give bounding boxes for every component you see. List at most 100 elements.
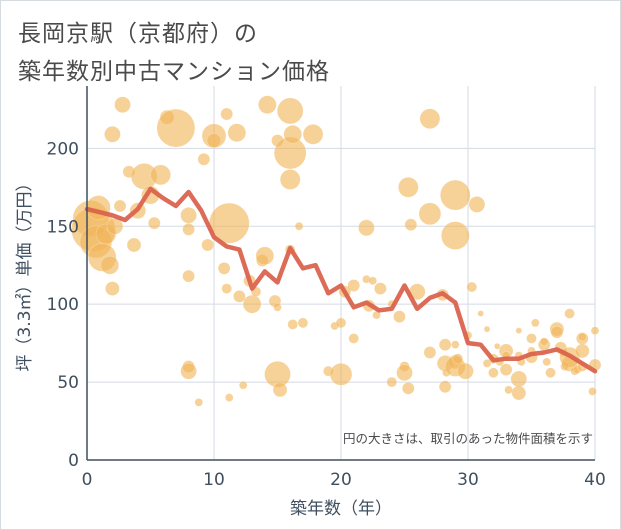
bubble-point (419, 108, 441, 130)
bubble-point (221, 283, 232, 294)
bubble-point (545, 367, 556, 379)
bubble-point (550, 325, 564, 339)
bubble-point (396, 364, 413, 382)
bubble-point (452, 353, 464, 365)
bubble-point (238, 380, 248, 390)
bubble-point (539, 337, 549, 346)
bubble-size-note: 円の大きさは、取引のあった物件面積を示す (343, 431, 593, 446)
x-axis-label: 築年数（年） (290, 499, 392, 519)
bubble-point (402, 382, 415, 395)
bubble-point (182, 269, 195, 283)
bubble-point (180, 207, 197, 224)
bubble-point (150, 164, 171, 186)
bubble-point (201, 238, 214, 252)
y-tick-label: 100 (47, 295, 79, 315)
bubble-point (504, 385, 513, 395)
bubble-series (71, 95, 602, 407)
bubble-point (423, 346, 437, 359)
bubble-point (358, 219, 375, 237)
bubble-point (220, 107, 233, 121)
bubble-point (276, 97, 304, 125)
bubble-point (148, 216, 161, 230)
bubble-point (114, 96, 131, 113)
bubble-point (194, 398, 204, 407)
bubble-point (294, 221, 304, 231)
bubble-point (227, 123, 247, 143)
bubble-point (217, 262, 231, 275)
bubble-point (450, 340, 460, 349)
bubble-point (335, 317, 347, 329)
bubble-point (590, 326, 600, 335)
bubble-point (542, 357, 552, 367)
average-line-series (84, 186, 598, 374)
bubble-point (180, 362, 197, 380)
x-tick-label: 20 (330, 470, 352, 490)
bubble-point (156, 108, 196, 148)
bubble-point (511, 385, 527, 401)
bubble-point (438, 338, 452, 351)
bubble-point (404, 218, 418, 231)
bubble-point (242, 294, 262, 314)
y-tick-label: 0 (68, 451, 79, 471)
bubble-point (233, 290, 246, 303)
bubble-point (438, 380, 452, 394)
x-tick-label: 40 (584, 470, 606, 490)
y-tick-label: 50 (57, 373, 79, 393)
bubble-point (482, 359, 492, 368)
bubble-point (283, 125, 303, 144)
bubble-point (104, 126, 121, 143)
bubble-point (526, 333, 537, 344)
x-tick-label: 30 (457, 470, 479, 490)
bubble-point (386, 376, 398, 388)
bubble-point (588, 387, 597, 396)
axes: 0 50 100 150 200 0 10 20 30 40 (47, 86, 606, 490)
bubble-point (483, 325, 491, 333)
bubble-point (368, 276, 378, 286)
bubble-point (126, 237, 142, 253)
y-tick-label: 150 (47, 217, 79, 237)
average-price-line (84, 186, 598, 374)
bubble-point (182, 223, 195, 236)
bubble-point (493, 342, 501, 350)
bubble-point (468, 196, 486, 213)
bubble-point (329, 362, 353, 386)
bubble-point (258, 95, 277, 114)
bubble-point (477, 310, 485, 317)
bubble-point (100, 255, 120, 275)
bubble-point (105, 281, 120, 296)
x-tick-label: 0 (82, 470, 93, 490)
bubble-point (273, 302, 282, 312)
bubble-point (515, 327, 523, 334)
bubble-point (206, 133, 222, 148)
y-axis-label: 坪（3.3㎡）単価（万円） (15, 174, 35, 371)
bubble-point (279, 169, 301, 190)
bubble-point (287, 319, 299, 330)
bubble-point (574, 343, 590, 359)
bubble-point (224, 393, 234, 402)
bubble-point (374, 282, 387, 295)
chart-title-line1: 長岡京駅（京都府）の (18, 21, 258, 47)
bubble-point (439, 179, 471, 211)
bubble-point (488, 367, 499, 379)
bubble-point (499, 363, 513, 376)
bubble-point (398, 176, 419, 198)
bubble-point (113, 199, 127, 213)
bubble-point (577, 332, 587, 342)
bubble-point (255, 246, 275, 266)
bubble-point (297, 317, 309, 329)
bubble-point (510, 370, 528, 388)
bubble-point (440, 221, 470, 250)
bubble-point (347, 279, 361, 292)
bubble-point (348, 333, 360, 344)
bubble-point (272, 382, 288, 398)
bubble-point (393, 310, 406, 323)
bubble-point (418, 202, 442, 226)
bubble-point (531, 318, 540, 328)
bubble-point (466, 281, 478, 293)
bubble-point (457, 362, 474, 380)
y-tick-label: 200 (47, 139, 79, 159)
chart-title-line2: 築年数別中古マンション価格 (18, 59, 330, 85)
bubble-point (302, 124, 324, 145)
bubble-point (564, 308, 575, 319)
